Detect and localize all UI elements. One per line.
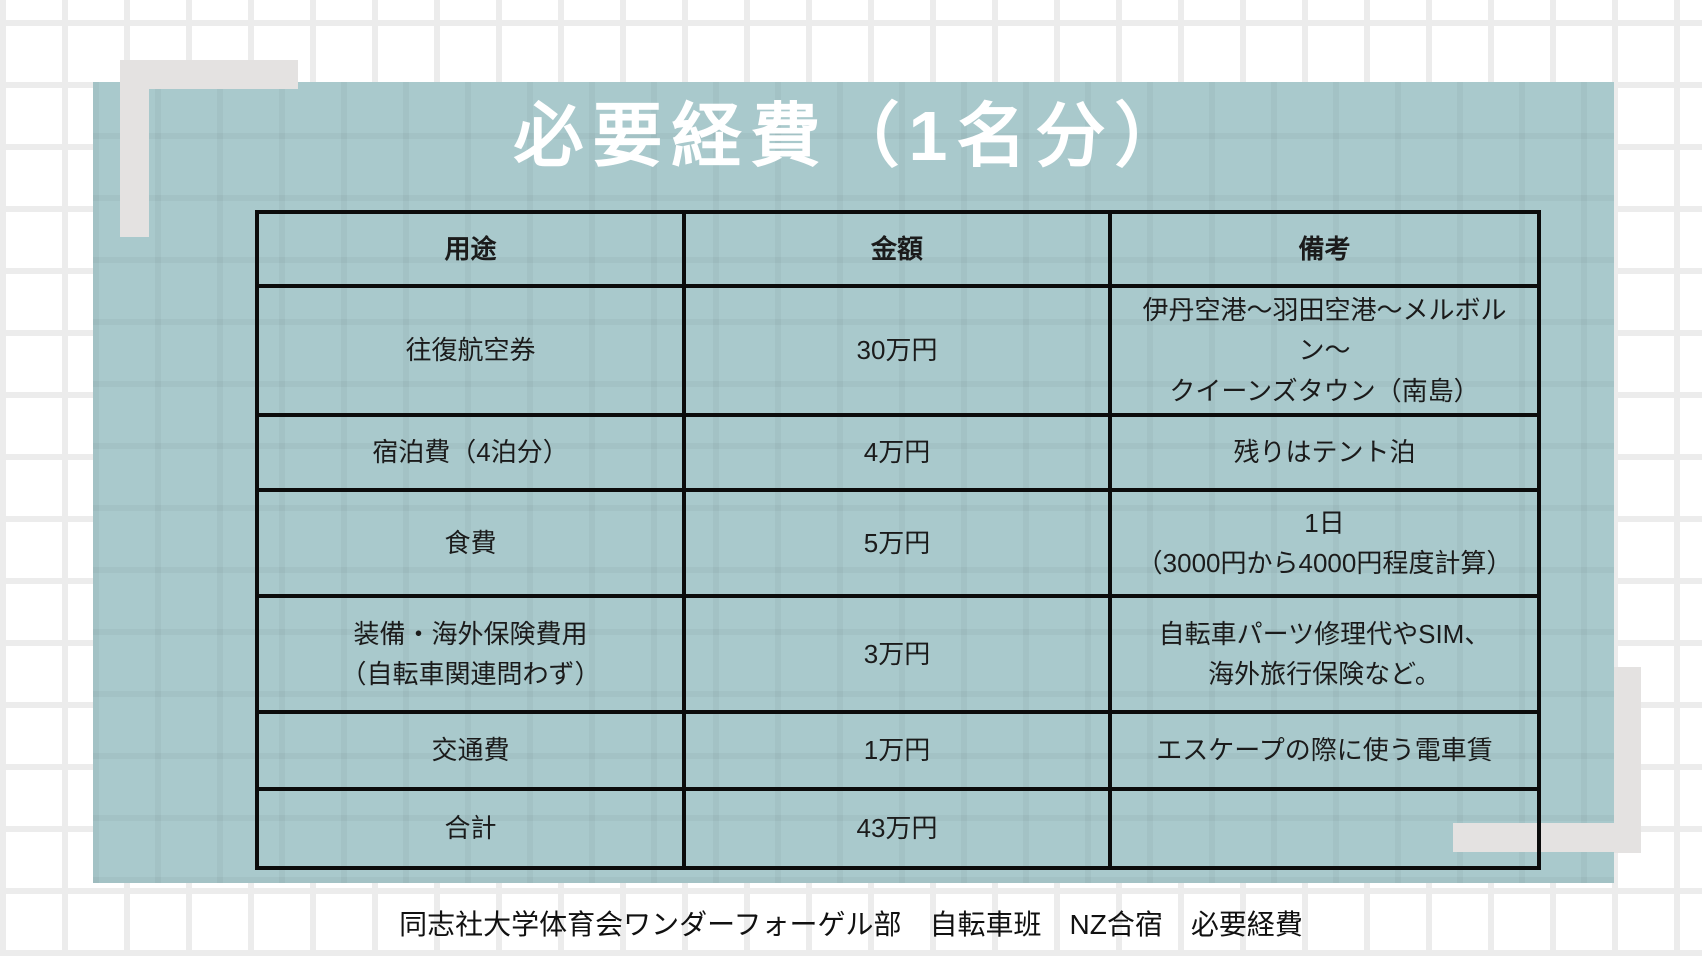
page-title: 必要経費（1名分） <box>513 97 1194 175</box>
column-header-notes: 備考 <box>1108 210 1541 288</box>
table-row-total: 合計 43万円 <box>255 786 1541 870</box>
table-header-row: 用途 金額 備考 <box>255 210 1541 288</box>
table-row: 食費 5万円 1日 （3000円から4000円程度計算） <box>255 487 1541 598</box>
cell-note: エスケープの際に使う電車賃 <box>1108 709 1541 791</box>
cell-amount: 1万円 <box>682 709 1112 791</box>
cell-amount: 43万円 <box>682 786 1112 870</box>
cell-amount: 4万円 <box>682 412 1112 492</box>
cell-note <box>1108 786 1541 870</box>
cell-purpose: 宿泊費（4泊分） <box>255 412 686 492</box>
table-row: 宿泊費（4泊分） 4万円 残りはテント泊 <box>255 412 1541 492</box>
cell-amount: 3万円 <box>682 593 1112 714</box>
cell-note: 自転車パーツ修理代やSIM、 海外旅行保険など。 <box>1108 593 1541 714</box>
expenses-table: 用途 金額 備考 往復航空券 30万円 伊丹空港〜羽田空港〜メルボルン〜 クイー… <box>255 210 1541 870</box>
table-row: 装備・海外保険費用 （自転車関連問わず） 3万円 自転車パーツ修理代やSIM、 … <box>255 593 1541 714</box>
table-row: 往復航空券 30万円 伊丹空港〜羽田空港〜メルボルン〜 クイーンズタウン（南島） <box>255 284 1541 417</box>
cell-purpose: 食費 <box>255 487 686 598</box>
cell-purpose: 往復航空券 <box>255 284 686 417</box>
cell-amount: 5万円 <box>682 487 1112 598</box>
cell-purpose: 合計 <box>255 786 686 870</box>
cell-note: 1日 （3000円から4000円程度計算） <box>1108 487 1541 598</box>
corner-accent-top-left-vertical <box>120 60 149 237</box>
cell-note: 伊丹空港〜羽田空港〜メルボルン〜 クイーンズタウン（南島） <box>1108 284 1541 417</box>
cell-note: 残りはテント泊 <box>1108 412 1541 492</box>
column-header-amount: 金額 <box>682 210 1112 288</box>
column-header-purpose: 用途 <box>255 210 686 288</box>
corner-accent-top-left-horizontal <box>120 60 298 89</box>
cell-purpose: 装備・海外保険費用 （自転車関連問わず） <box>255 593 686 714</box>
footer-caption: 同志社大学体育会ワンダーフォーゲル部 自転車班 NZ合宿 必要経費 <box>399 909 1303 940</box>
table-row: 交通費 1万円 エスケープの際に使う電車賃 <box>255 709 1541 791</box>
corner-accent-bottom-right-vertical <box>1614 667 1641 853</box>
cell-purpose: 交通費 <box>255 709 686 791</box>
cell-amount: 30万円 <box>682 284 1112 417</box>
